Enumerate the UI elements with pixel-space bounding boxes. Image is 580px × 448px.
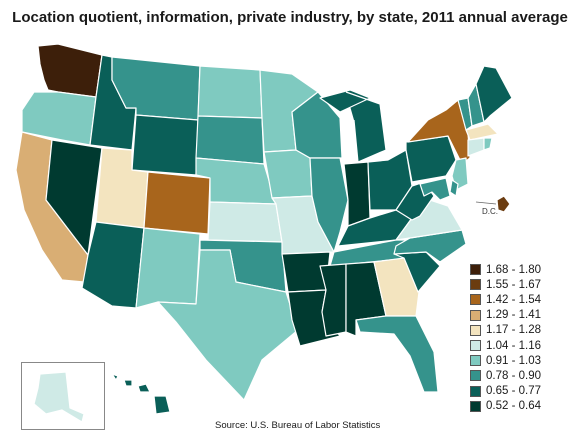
- legend-label: 0.91 - 1.03: [486, 354, 541, 367]
- legend-swatch: [470, 279, 481, 291]
- legend-label: 0.78 - 0.90: [486, 369, 541, 382]
- state-GA[interactable]: [373, 257, 421, 317]
- state-IN[interactable]: [343, 161, 371, 227]
- legend-item: 0.78 - 0.90: [470, 368, 541, 383]
- state-KS[interactable]: [207, 201, 283, 243]
- state-MA[interactable]: [465, 123, 499, 141]
- legend-item: 0.91 - 1.03: [470, 353, 541, 368]
- state-DC[interactable]: [496, 195, 511, 213]
- state-ND[interactable]: [197, 65, 263, 119]
- source-note: Source: U.S. Bureau of Labor Statistics: [215, 420, 381, 431]
- state-NM[interactable]: [135, 227, 201, 309]
- legend-item: 0.65 - 0.77: [470, 384, 541, 399]
- legend-swatch: [470, 264, 481, 276]
- legend-label: 0.52 - 0.64: [486, 400, 541, 413]
- legend-swatch: [470, 400, 481, 412]
- legend-item: 1.29 - 1.41: [470, 308, 541, 323]
- state-WI[interactable]: [291, 91, 343, 159]
- legend-swatch: [470, 309, 481, 321]
- legend-label: 1.04 - 1.16: [486, 339, 541, 352]
- state-RI[interactable]: [483, 137, 493, 151]
- state-IL[interactable]: [309, 157, 349, 253]
- state-PA[interactable]: [405, 135, 457, 183]
- state-WA[interactable]: [37, 43, 103, 98]
- state-ME[interactable]: [475, 65, 513, 123]
- legend-swatch: [470, 370, 481, 382]
- state-CT[interactable]: [467, 137, 485, 157]
- legend-item: 1.55 - 1.67: [470, 277, 541, 292]
- state-TX[interactable]: [157, 249, 299, 401]
- map-title: Location quotient, information, private …: [12, 9, 568, 26]
- legend-label: 1.42 - 1.54: [486, 293, 541, 306]
- state-DE[interactable]: [449, 179, 459, 197]
- state-CO[interactable]: [143, 171, 211, 235]
- state-OR[interactable]: [21, 91, 97, 146]
- legend-item: 1.04 - 1.16: [470, 338, 541, 353]
- state-IA[interactable]: [263, 149, 313, 199]
- dc-leader-line: [475, 201, 497, 205]
- dc-label: D.C.: [482, 207, 498, 216]
- legend-swatch: [470, 324, 481, 336]
- legend-item: 1.68 - 1.80: [470, 262, 541, 277]
- state-AK[interactable]: [33, 371, 85, 423]
- legend-label: 1.55 - 1.67: [486, 278, 541, 291]
- state-HI-group: [111, 373, 171, 415]
- state-HI[interactable]: [111, 373, 171, 415]
- state-MS[interactable]: [319, 263, 347, 337]
- legend-item: 1.42 - 1.54: [470, 292, 541, 307]
- state-MI[interactable]: [319, 89, 387, 163]
- legend-label: 0.65 - 0.77: [486, 385, 541, 398]
- legend-item: 1.17 - 1.28: [470, 323, 541, 338]
- legend-swatch: [470, 355, 481, 367]
- alaska-inset-frame: [21, 362, 105, 430]
- legend-item: 0.52 - 0.64: [470, 399, 541, 414]
- state-AZ[interactable]: [81, 221, 145, 309]
- state-FL[interactable]: [355, 315, 439, 393]
- legend-label: 1.68 - 1.80: [486, 263, 541, 276]
- legend-swatch: [470, 385, 481, 397]
- legend-swatch: [470, 340, 481, 352]
- state-MD[interactable]: [419, 177, 451, 201]
- legend-swatch: [470, 294, 481, 306]
- legend: 1.68 - 1.80 1.55 - 1.67 1.42 - 1.54 1.29 - …: [470, 262, 541, 414]
- state-SD[interactable]: [195, 115, 265, 165]
- state-WY[interactable]: [131, 114, 199, 176]
- legend-label: 1.29 - 1.41: [486, 309, 541, 322]
- legend-label: 1.17 - 1.28: [486, 324, 541, 337]
